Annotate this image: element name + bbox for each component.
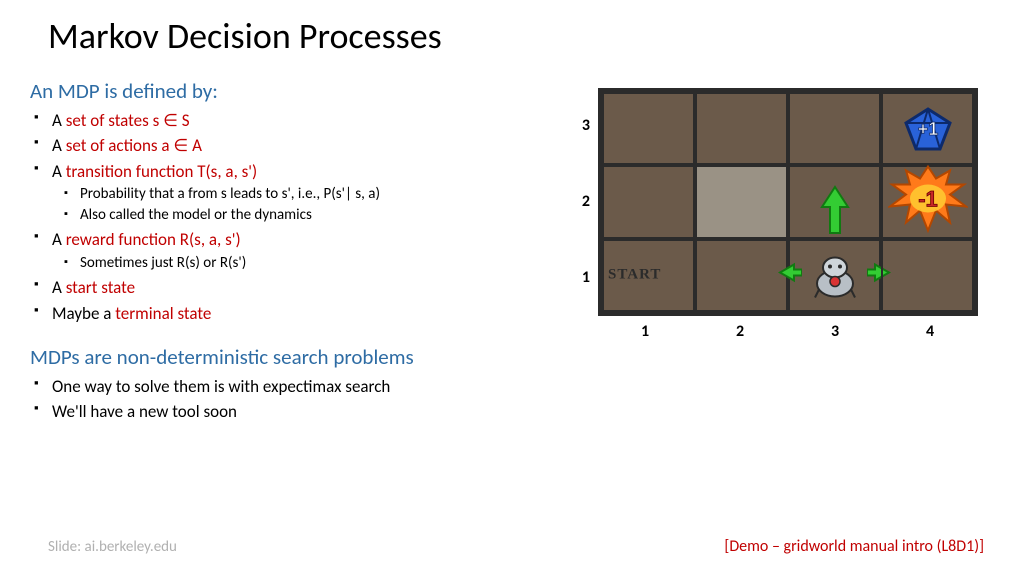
gridworld-figure: 3 2 1 1 2 3 4: [560, 88, 990, 348]
left-column: An MDP is defined by: A set of states s …: [30, 78, 540, 442]
list-subitem: Sometimes just R(s) or R(s'): [64, 253, 530, 274]
cell-start: START: [602, 239, 695, 312]
gem-icon: +1: [900, 105, 956, 153]
cell-gem: +1: [881, 92, 974, 165]
list-item: A transition function T(s, a, s') Probab…: [34, 159, 530, 228]
list-subitem: Probability that a from s leads to s', i…: [64, 184, 530, 205]
grid: +1: [598, 88, 978, 316]
list-subitem: Also called the model or the dynamics: [64, 205, 530, 226]
cell: [602, 165, 695, 238]
cell: [695, 239, 788, 312]
arrow-up-icon: [820, 185, 850, 240]
svg-text:-1: -1: [918, 186, 938, 211]
footer-attribution: Slide: ai.berkeley.edu: [48, 538, 177, 556]
slide-title: Markov Decision Processes: [0, 0, 1024, 58]
cell: [695, 92, 788, 165]
list-item: One way to solve them is with expectimax…: [34, 374, 530, 399]
section1-list: A set of states s ∈ S A set of actions a…: [30, 108, 530, 326]
cell: [881, 239, 974, 312]
fire-icon: -1: [888, 164, 968, 239]
list-item: A set of actions a ∈ A: [34, 133, 530, 158]
svg-text:+1: +1: [917, 119, 938, 139]
row-label: 1: [570, 268, 590, 287]
cell-wall: [695, 165, 788, 238]
row-label: 2: [570, 192, 590, 211]
section2-heading: MDPs are non-deterministic search proble…: [30, 344, 530, 370]
cell-fire: -1: [881, 165, 974, 238]
robot-icon: [811, 253, 859, 304]
content-area: An MDP is defined by: A set of states s …: [0, 58, 1024, 442]
row-label: 3: [570, 116, 590, 135]
list-item: A reward function R(s, a, s') Sometimes …: [34, 227, 530, 275]
list-item: A start state: [34, 275, 530, 300]
list-item: Maybe a terminal state: [34, 301, 530, 326]
cell: [602, 92, 695, 165]
list-item: A set of states s ∈ S: [34, 108, 530, 133]
start-label: START: [608, 267, 661, 284]
col-label: 4: [915, 322, 945, 341]
cell: [788, 92, 881, 165]
section2-list: One way to solve them is with expectimax…: [30, 374, 530, 425]
footer-demo-ref: [Demo – gridworld manual intro (L8D1)]: [724, 537, 984, 556]
section1-heading: An MDP is defined by:: [30, 78, 530, 104]
col-label: 2: [725, 322, 755, 341]
col-label: 3: [820, 322, 850, 341]
cell: [788, 165, 881, 238]
cell-robot: [788, 239, 881, 312]
arrow-left-icon: [778, 263, 802, 288]
list-item: We'll have a new tool soon: [34, 399, 530, 424]
right-column: 3 2 1 1 2 3 4: [540, 78, 1000, 442]
col-label: 1: [630, 322, 660, 341]
